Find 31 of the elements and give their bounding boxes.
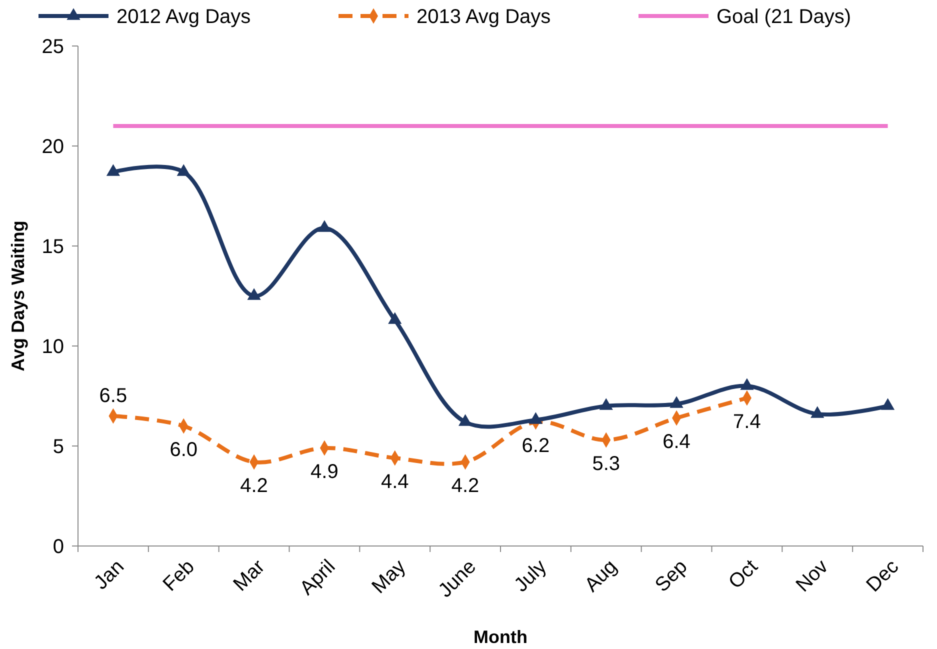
y-tick-label: 10 xyxy=(42,336,64,358)
x-tick-label: May xyxy=(368,556,410,598)
y-tick-label: 15 xyxy=(42,236,64,258)
x-tick-label: Dec xyxy=(862,556,904,596)
data-label: 6.2 xyxy=(522,435,550,457)
data-label: 5.3 xyxy=(592,453,620,475)
x-tick-label: Aug xyxy=(580,556,622,596)
x-tick-label: Nov xyxy=(792,556,833,596)
y-tick-label: 5 xyxy=(52,436,64,458)
data-label: 4.2 xyxy=(240,475,268,497)
data-label: 7.4 xyxy=(733,411,761,433)
x-tick-label: Mar xyxy=(229,555,270,596)
x-tick-label: Sep xyxy=(651,556,692,596)
legend-label: 2012 Avg Days xyxy=(116,6,251,28)
data-label: 6.5 xyxy=(99,385,128,407)
data-label: 6.4 xyxy=(662,431,690,453)
legend-label: Goal (21 Days) xyxy=(716,6,851,28)
data-label: 4.2 xyxy=(451,475,480,497)
x-tick-label: Feb xyxy=(158,556,199,596)
y-tick-label: 20 xyxy=(42,136,64,158)
x-tick-label: July xyxy=(510,556,551,596)
x-tick-label: Oct xyxy=(724,555,763,594)
y-tick-label: 0 xyxy=(52,536,64,558)
data-label: 4.9 xyxy=(310,461,338,483)
data-label: 4.4 xyxy=(380,471,409,493)
y-axis-title: Avg Days Waiting xyxy=(8,220,28,372)
legend-label: 2013 Avg Days xyxy=(416,6,551,28)
x-axis-title: Month xyxy=(474,627,528,647)
x-tick-label: Jan xyxy=(90,556,128,594)
y-tick-label: 25 xyxy=(42,36,64,58)
data-label: 6.0 xyxy=(170,439,198,461)
